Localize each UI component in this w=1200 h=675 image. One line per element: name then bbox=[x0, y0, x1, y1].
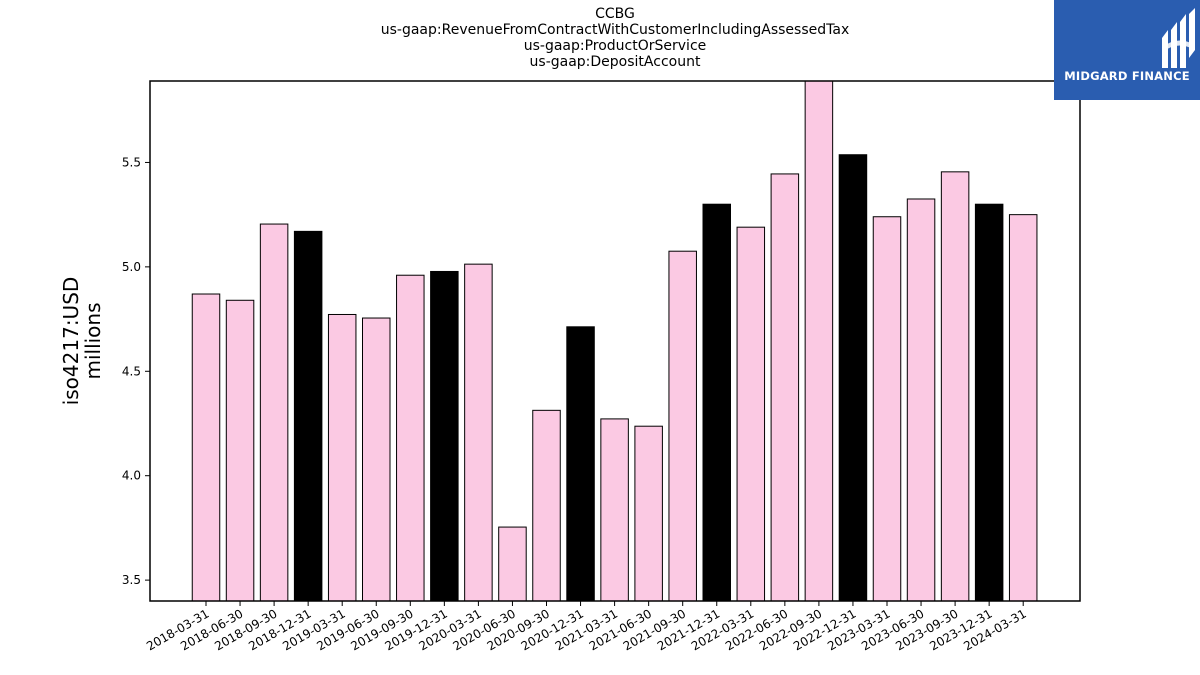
bar-2021-09-30 bbox=[668, 250, 697, 602]
bar-2023-09-30 bbox=[940, 171, 970, 602]
chart-title-line-3: us-gaap:ProductOrService bbox=[523, 38, 707, 54]
bar-2018-06-30 bbox=[225, 299, 255, 602]
bar-2020-03-31 bbox=[464, 263, 493, 602]
bar-2024-03-31 bbox=[1008, 214, 1038, 602]
bar-2019-12-31 bbox=[430, 270, 459, 602]
bars-group bbox=[191, 80, 1038, 602]
bar-2018-03-31 bbox=[191, 293, 221, 602]
bar-2022-09-30 bbox=[804, 80, 834, 602]
midgard-finance-logo: MIDGARD FINANCE bbox=[1054, 0, 1200, 100]
bar-2020-06-30 bbox=[498, 526, 527, 602]
logo-mark-icon bbox=[1162, 8, 1195, 68]
bar-2023-12-31 bbox=[974, 203, 1004, 602]
bar-2022-12-31 bbox=[838, 154, 868, 602]
chart-title-line-4: us-gaap:DepositAccount bbox=[529, 54, 701, 70]
bar-2018-12-31 bbox=[293, 230, 323, 602]
plot-frame bbox=[149, 80, 1081, 602]
bar-2021-06-30 bbox=[634, 425, 663, 602]
chart-title-line-1: CCBG bbox=[595, 6, 635, 22]
x-axis: 2018-03-312018-06-302018-09-302018-12-31… bbox=[144, 601, 1029, 653]
bar-2019-09-30 bbox=[396, 274, 425, 602]
y-tick-label: 3.5 bbox=[122, 573, 141, 587]
y-tick-label: 4.0 bbox=[122, 469, 141, 483]
bar-2019-06-30 bbox=[362, 317, 391, 602]
y-tick-label: 4.5 bbox=[122, 364, 141, 378]
bar-2020-12-31 bbox=[566, 326, 595, 602]
bar-2019-03-31 bbox=[327, 313, 357, 602]
bar-2018-09-30 bbox=[259, 223, 289, 602]
chart-title: CCBG us-gaap:RevenueFromContractWithCust… bbox=[150, 6, 1080, 70]
bar-2023-06-30 bbox=[906, 198, 936, 602]
y-tick-label: 5.0 bbox=[122, 260, 141, 274]
bar-2022-03-31 bbox=[736, 226, 766, 602]
bar-2021-12-31 bbox=[702, 203, 731, 602]
chart-title-line-2: us-gaap:RevenueFromContractWithCustomerI… bbox=[380, 22, 850, 38]
y-axis: 3.5 4.0 4.5 5.0 5.5 bbox=[122, 155, 150, 587]
bar-2020-09-30 bbox=[532, 409, 561, 602]
bar-2021-03-31 bbox=[600, 418, 629, 602]
bar-2023-03-31 bbox=[872, 216, 902, 602]
y-tick-label: 5.5 bbox=[122, 155, 141, 169]
bar-2022-06-30 bbox=[770, 173, 800, 602]
logo-text: MIDGARD FINANCE bbox=[1064, 69, 1190, 83]
